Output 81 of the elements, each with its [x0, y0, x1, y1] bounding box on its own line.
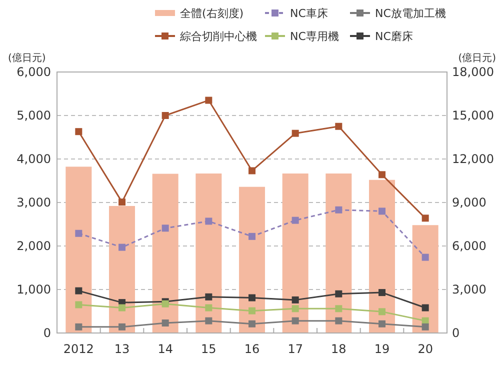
x-tick-label: 2012 [63, 342, 94, 356]
point [378, 171, 386, 178]
point [335, 290, 342, 298]
point [205, 304, 212, 312]
point [335, 122, 342, 130]
point [378, 308, 386, 316]
legend-label: NC磨床 [375, 30, 413, 43]
point [205, 293, 212, 300]
x-tick-label: 15 [201, 342, 216, 356]
y2-tick-label: 0 [452, 326, 460, 340]
y-tick-label: 1,000 [16, 282, 51, 296]
point [248, 307, 256, 314]
y-tick-label: 2,000 [16, 239, 51, 253]
point [292, 305, 299, 312]
y2-tick-label: 12,000 [452, 152, 494, 166]
legend-label: 綜合切削中心機 [179, 30, 257, 43]
y2-axis-title: (億日元) [458, 52, 496, 64]
bar [282, 174, 308, 333]
y-tick-label: 3,000 [16, 196, 51, 210]
y-tick-label: 0 [43, 326, 51, 340]
point [422, 304, 429, 312]
point [162, 319, 169, 326]
x-tick-label: 16 [244, 342, 260, 356]
point [378, 320, 386, 328]
point [75, 230, 82, 237]
point [75, 128, 82, 136]
y2-tick-label: 6,000 [452, 239, 486, 253]
point [335, 206, 342, 214]
bar [152, 174, 178, 333]
legend-label: NC車床 [290, 7, 328, 20]
y2-tick-label: 9,000 [452, 196, 486, 210]
bar [109, 206, 135, 333]
point [378, 289, 386, 296]
point [118, 304, 126, 312]
bar [369, 180, 395, 333]
y2-tick-label: 15,000 [452, 108, 494, 122]
x-tick-label: 14 [158, 342, 173, 356]
point [248, 294, 256, 302]
point [248, 232, 256, 240]
x-tick-label: 13 [114, 342, 130, 356]
legend-label: 全體(右刻度) [180, 7, 244, 20]
y2-tick-label: 3,000 [452, 282, 486, 296]
point [75, 287, 82, 294]
point [75, 323, 82, 330]
point [205, 317, 212, 324]
point [292, 296, 299, 304]
point [335, 317, 342, 324]
y-tick-label: 5,000 [16, 108, 51, 122]
x-tick-label: 17 [288, 342, 303, 356]
bar [326, 174, 352, 333]
point [75, 301, 82, 308]
point [422, 254, 429, 261]
point [248, 320, 256, 328]
point [205, 96, 212, 104]
point [422, 323, 429, 330]
bar [66, 166, 92, 333]
point [422, 214, 429, 222]
y-axis-title: (億日元) [8, 52, 46, 64]
bar [412, 225, 438, 333]
bar [239, 186, 265, 333]
bar [196, 174, 222, 333]
point [205, 218, 212, 225]
y-tick-label: 6,000 [16, 65, 51, 79]
point [162, 224, 169, 232]
x-tick-label: 20 [418, 342, 433, 356]
point [118, 323, 126, 330]
x-tick-label: 19 [374, 342, 390, 356]
point [118, 198, 126, 206]
point [162, 112, 169, 119]
point [292, 130, 299, 137]
point [118, 244, 126, 251]
point [292, 216, 299, 224]
point [248, 167, 256, 174]
x-tick-label: 18 [331, 342, 346, 356]
legend-label: NC放電加工機 [375, 7, 446, 20]
point [335, 305, 342, 312]
point [292, 317, 299, 324]
y-tick-label: 4,000 [16, 152, 51, 166]
point [378, 208, 386, 215]
y2-tick-label: 18,000 [452, 65, 494, 79]
legend-label: NC専用機 [290, 30, 339, 43]
